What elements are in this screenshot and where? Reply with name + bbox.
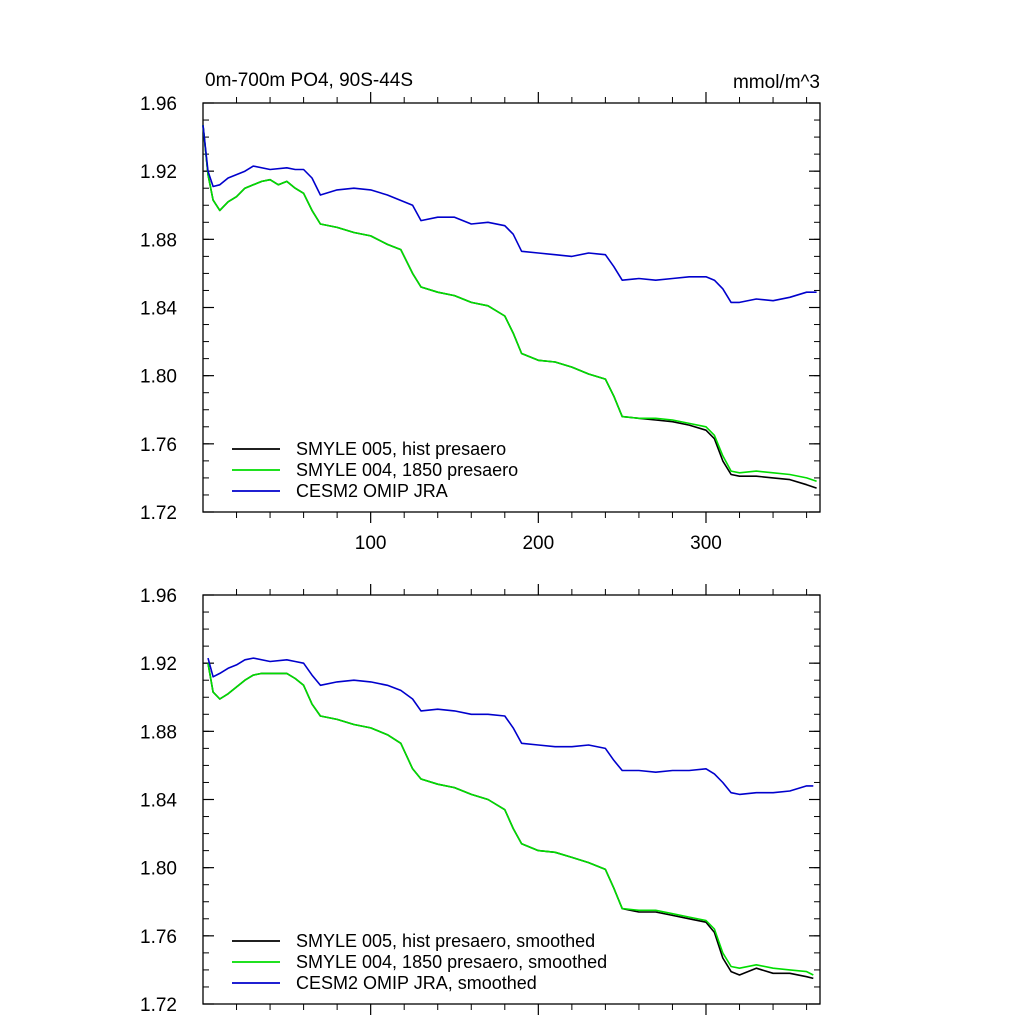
- series-line-2: [207, 657, 814, 796]
- series-line-0: [202, 125, 817, 489]
- bottom-axis-ticks: 1.72 1.76 1.80 1.84 1.88 1.92 1.96: [140, 584, 820, 1016]
- top-axis-ticks: 1.72 1.76 1.80 1.84 1.88 1.92 1.96 100 200 300: [140, 92, 820, 554]
- y-tick-label: 1.92: [140, 162, 177, 183]
- legend-label: SMYLE 004, 1850 presaero, smoothed: [296, 952, 607, 972]
- y-tick-label: 1.88: [140, 722, 177, 743]
- top-panel-title: 0m-700m PO4, 90S-44S: [205, 70, 413, 91]
- y-tick-label: 1.84: [140, 791, 177, 812]
- legend-label: SMYLE 005, hist presaero: [296, 439, 506, 459]
- series-line-1: [207, 663, 814, 976]
- y-tick-label: 1.72: [140, 503, 177, 524]
- x-tick-label: 300: [690, 533, 722, 554]
- legend-label: SMYLE 005, hist presaero, smoothed: [296, 931, 595, 951]
- y-tick-label: 1.88: [140, 230, 177, 251]
- x-tick-label: 200: [522, 533, 554, 554]
- y-tick-label: 1.76: [140, 927, 177, 948]
- y-tick-label: 1.96: [140, 586, 177, 607]
- y-tick-label: 1.72: [140, 995, 177, 1016]
- legend-label: SMYLE 004, 1850 presaero: [296, 460, 518, 480]
- legend-label: CESM2 OMIP JRA, smoothed: [296, 973, 537, 993]
- top-panel-units: mmol/m^3: [733, 72, 820, 93]
- legend-label: CESM2 OMIP JRA: [296, 481, 448, 501]
- bottom-series-lines: [207, 657, 814, 980]
- y-tick-label: 1.96: [140, 94, 177, 115]
- series-line-2: [202, 125, 817, 304]
- top-panel: 0m-700m PO4, 90S-44S mmol/m^3 1.721.761.…: [140, 70, 821, 554]
- y-tick-label: 1.76: [140, 435, 177, 456]
- y-tick-label: 1.84: [140, 299, 177, 320]
- series-line-1: [202, 125, 817, 483]
- x-tick-label: 100: [355, 533, 387, 554]
- top-series-lines: [202, 125, 817, 489]
- y-tick-label: 1.92: [140, 654, 177, 675]
- bottom-legend: SMYLE 005, hist presaero, smoothedSMYLE …: [232, 931, 607, 993]
- y-tick-label: 1.80: [140, 859, 177, 880]
- y-tick-label: 1.80: [140, 367, 177, 388]
- bottom-panel: 1.72 1.76 1.80 1.84 1.88 1.92 1.96 SMYLE 005, …: [140, 584, 821, 1016]
